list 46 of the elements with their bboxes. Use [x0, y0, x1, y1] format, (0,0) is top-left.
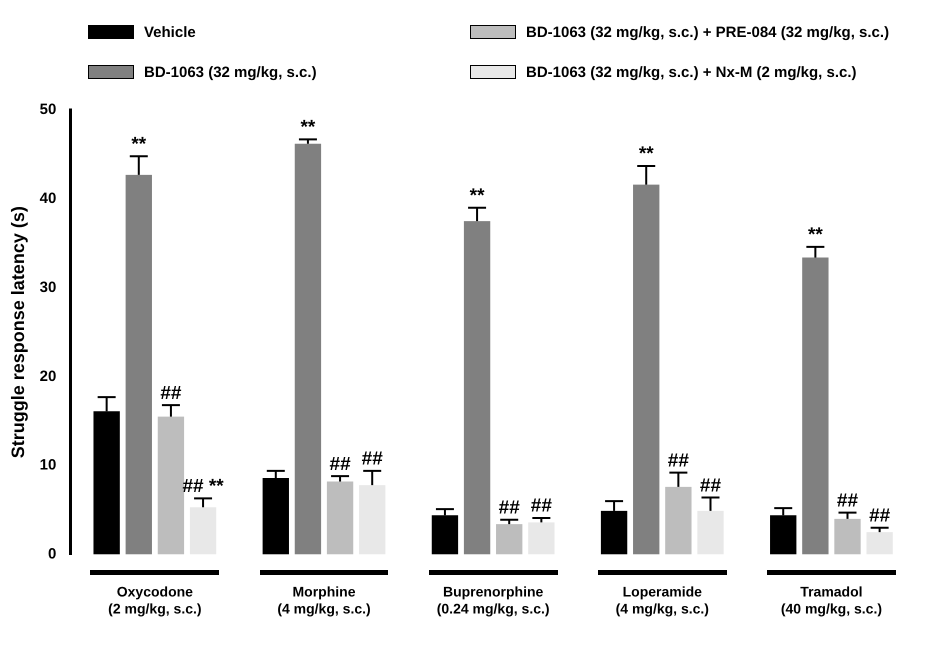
legend-label: Vehicle	[144, 24, 196, 40]
bar	[326, 482, 354, 554]
data-label: ## **	[182, 476, 224, 498]
bar	[866, 532, 893, 554]
x-tick-label: Tramadol (40 mg/kg, s.c.)	[780, 584, 882, 616]
data-label: ##	[329, 454, 352, 475]
bar	[665, 486, 692, 554]
legend-label: BD-1063 (32 mg/kg, s.c.) + PRE-084 (32 mg/kg, s.c.)	[526, 24, 890, 40]
bar	[464, 221, 490, 554]
bar	[633, 184, 660, 554]
bar	[158, 416, 184, 554]
y-tick-label: 30	[40, 278, 56, 296]
data-label: ##	[530, 496, 552, 517]
bar	[359, 485, 386, 554]
data-label: ##	[836, 490, 858, 512]
bar	[126, 174, 152, 554]
data-label: **	[131, 134, 147, 155]
legend-label: BD-1063 (32 mg/kg, s.c.) + Nx-M (2 mg/kg, s.c.)	[526, 64, 857, 80]
bar	[294, 144, 322, 554]
bar	[190, 507, 216, 554]
x-tick-label: Morphine (4 mg/kg, s.c.)	[277, 584, 371, 616]
bar	[496, 524, 522, 554]
y-tick-label: 20	[40, 368, 56, 385]
data-label: **	[470, 186, 486, 206]
y-tick-label: 40	[40, 190, 56, 208]
bar	[528, 522, 555, 554]
data-label: ##	[498, 497, 520, 518]
y-axis-title: Struggle response latency (s)	[8, 206, 28, 458]
x-tick-label: Buprenorphine (0.24 mg/kg, s.c.)	[436, 584, 550, 616]
bar	[834, 518, 861, 554]
y-tick-label: 10	[40, 456, 56, 474]
bar	[802, 258, 829, 554]
y-tick-label: 50	[40, 101, 56, 118]
x-tick-label: Loperamide (4 mg/kg, s.c.)	[616, 584, 709, 616]
data-label: ##	[160, 382, 182, 404]
data-label: ##	[869, 505, 891, 526]
bar	[697, 510, 724, 554]
data-label: ##	[668, 450, 690, 472]
data-label: ##	[700, 475, 722, 496]
data-label: ##	[362, 448, 384, 470]
x-tick-label: Oxycodone (2 mg/kg, s.c.)	[108, 584, 202, 616]
data-label: **	[808, 224, 824, 246]
y-tick-label: 0	[48, 546, 56, 563]
data-label: **	[300, 117, 316, 138]
legend-label: BD-1063 (32 mg/kg, s.c.)	[144, 64, 317, 80]
data-label: **	[638, 144, 654, 165]
